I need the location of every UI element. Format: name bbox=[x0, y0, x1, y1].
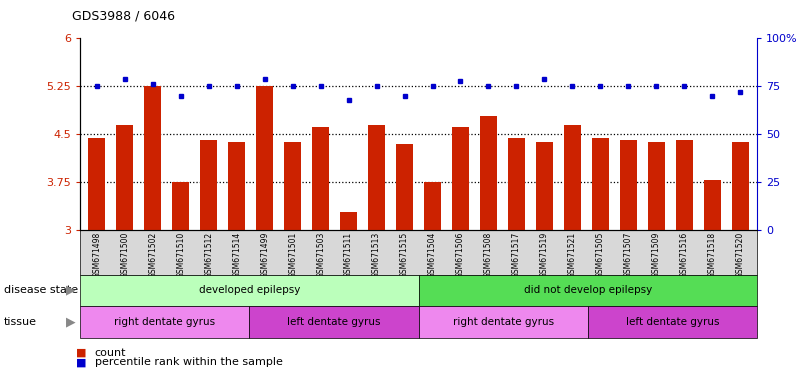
Bar bbox=[732, 142, 749, 230]
Text: disease state: disease state bbox=[4, 285, 78, 295]
Bar bbox=[620, 139, 637, 230]
Bar bbox=[144, 86, 161, 230]
Bar bbox=[480, 116, 497, 230]
Bar bbox=[424, 182, 441, 230]
Text: GDS3988 / 6046: GDS3988 / 6046 bbox=[72, 10, 175, 23]
Bar bbox=[648, 142, 665, 230]
Text: ▶: ▶ bbox=[66, 284, 75, 297]
Bar bbox=[564, 125, 581, 230]
Bar bbox=[396, 144, 413, 230]
Text: ▶: ▶ bbox=[66, 315, 75, 328]
Bar bbox=[508, 137, 525, 230]
Bar bbox=[256, 86, 273, 230]
Text: did not develop epilepsy: did not develop epilepsy bbox=[524, 285, 652, 295]
Bar bbox=[200, 139, 217, 230]
Text: right dentate gyrus: right dentate gyrus bbox=[453, 317, 553, 327]
Bar bbox=[452, 127, 469, 230]
Text: tissue: tissue bbox=[4, 317, 37, 327]
Text: developed epilepsy: developed epilepsy bbox=[199, 285, 300, 295]
Bar bbox=[676, 139, 693, 230]
Text: count: count bbox=[95, 348, 126, 358]
Text: ■: ■ bbox=[76, 358, 87, 367]
Bar bbox=[592, 137, 609, 230]
Bar bbox=[312, 127, 329, 230]
Text: percentile rank within the sample: percentile rank within the sample bbox=[95, 358, 283, 367]
Bar bbox=[704, 180, 721, 230]
Bar bbox=[228, 142, 245, 230]
Text: right dentate gyrus: right dentate gyrus bbox=[115, 317, 215, 327]
Text: left dentate gyrus: left dentate gyrus bbox=[288, 317, 380, 327]
Bar bbox=[88, 137, 105, 230]
Text: ■: ■ bbox=[76, 348, 87, 358]
Bar bbox=[340, 212, 357, 230]
Bar bbox=[116, 125, 133, 230]
Bar bbox=[536, 142, 553, 230]
Text: left dentate gyrus: left dentate gyrus bbox=[626, 317, 719, 327]
Bar bbox=[284, 142, 301, 230]
Bar bbox=[172, 182, 189, 230]
Bar bbox=[368, 125, 385, 230]
